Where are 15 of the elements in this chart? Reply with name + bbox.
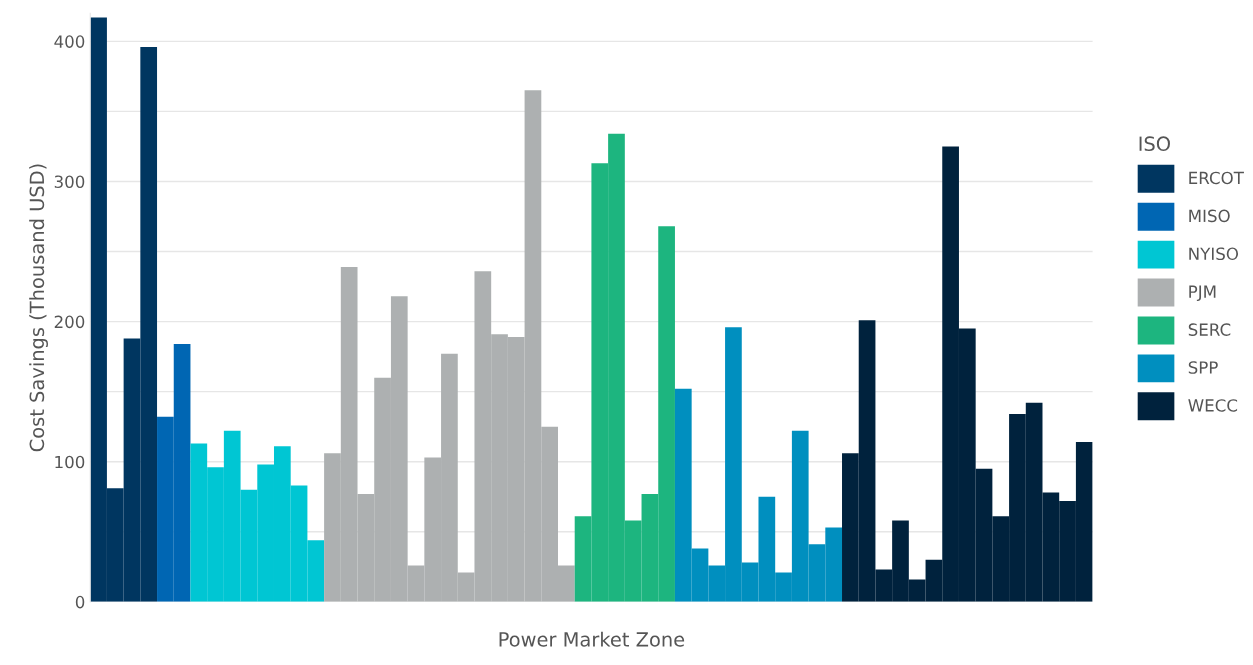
y-axis-title: Cost Savings (Thousand USD) — [29, 164, 48, 452]
x-axis-title: Power Market Zone — [499, 631, 685, 647]
y-tick-label: 100 — [55, 455, 85, 469]
legend-label: NYISO — [1189, 247, 1239, 261]
y-tick-label: 400 — [54, 35, 85, 48]
y-tick-label: 200 — [54, 315, 85, 329]
y-tick-label: 0 — [75, 595, 85, 609]
legend-label: SPP — [1188, 361, 1218, 374]
legend-label: ERCOT — [1189, 171, 1244, 185]
y-tick-label: 300 — [54, 175, 85, 189]
legend-label: SERC — [1188, 323, 1231, 336]
legend-label: MISO — [1189, 209, 1230, 223]
legend-title: ISO — [1139, 136, 1170, 152]
legend-label: WECC — [1188, 399, 1238, 412]
legend-label: PJM — [1189, 285, 1216, 302]
